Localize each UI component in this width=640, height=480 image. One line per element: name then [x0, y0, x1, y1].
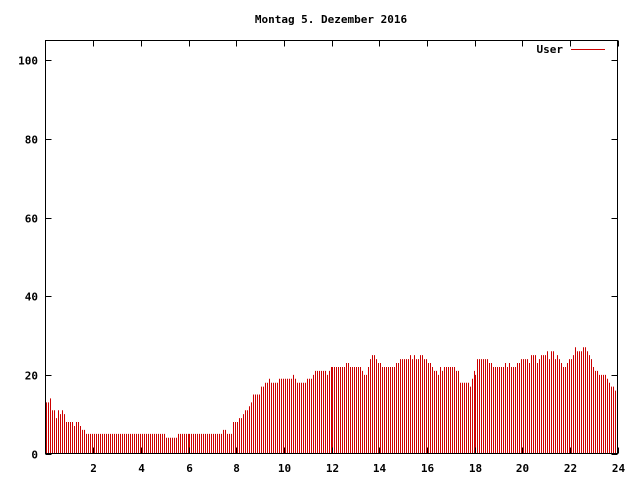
x-tick-label: 24 [612, 462, 626, 475]
x-tick-label: 22 [564, 462, 577, 475]
y-tick-label: 20 [25, 370, 38, 383]
y-tick-label: 40 [25, 291, 38, 304]
x-tick-label: 16 [421, 462, 435, 475]
plot-frame [45, 40, 618, 454]
legend: User [537, 43, 605, 56]
chart-title: Montag 5. Dezember 2016 [255, 13, 408, 26]
x-tick-label: 10 [278, 462, 291, 475]
y-tick-label: 60 [25, 213, 38, 226]
x-tick-label: 14 [373, 462, 387, 475]
x-tick-label: 2 [90, 462, 97, 475]
y-tick-label: 80 [25, 134, 38, 147]
x-tick-label: 12 [326, 462, 339, 475]
x-tick-label: 20 [516, 462, 529, 475]
x-tick-label: 6 [186, 462, 193, 475]
x-tick-label: 8 [233, 462, 240, 475]
bar-series [46, 347, 618, 454]
x-tick-label: 18 [469, 462, 482, 475]
y-tick-label: 100 [18, 55, 38, 68]
x-axis: 2 4 6 8 10 12 14 16 18 20 22 24 [90, 40, 626, 475]
legend-label-user: User [537, 43, 564, 56]
y-axis: 0 20 40 60 80 100 [18, 55, 618, 462]
y-tick-label: 0 [31, 449, 38, 462]
x-tick-label: 4 [138, 462, 145, 475]
